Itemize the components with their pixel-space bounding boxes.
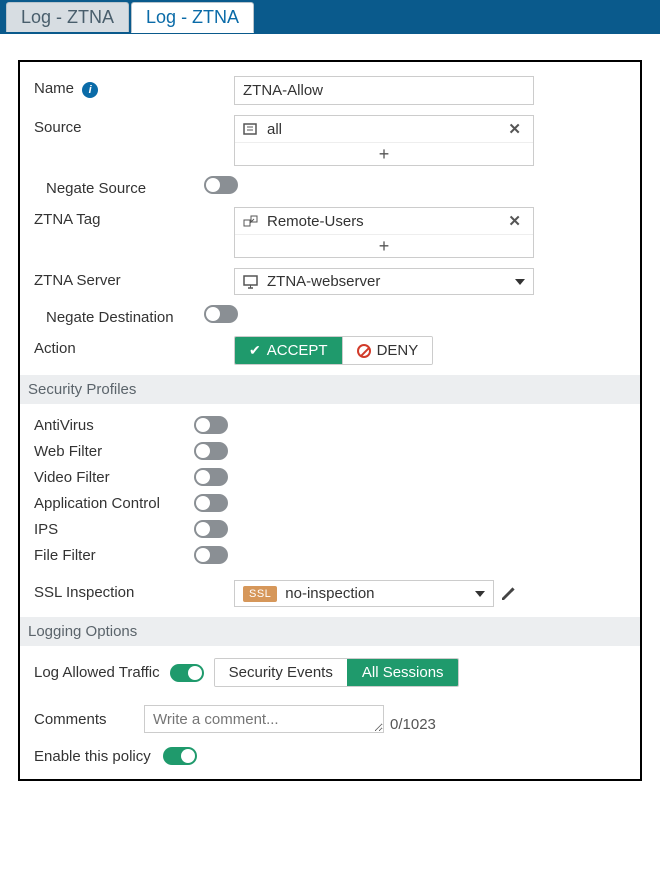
antivirus-label: AntiVirus (34, 417, 194, 434)
ztna-tag-chipbox[interactable]: Remote-Users ✕ + (234, 207, 534, 258)
tab-label: Log - ZTNA (21, 7, 114, 27)
webfilter-toggle[interactable] (194, 442, 228, 460)
log-allowed-toggle[interactable] (170, 664, 204, 682)
comments-input[interactable] (144, 705, 384, 733)
antivirus-toggle[interactable] (194, 416, 228, 434)
log-allowed-label: Log Allowed Traffic (34, 664, 160, 681)
add-ztna-tag-button[interactable]: + (235, 234, 533, 257)
ips-label: IPS (34, 521, 194, 538)
tab-bar: Log - ZTNA Log - ZTNA (0, 0, 660, 34)
log-all-sessions-button[interactable]: All Sessions (347, 659, 458, 686)
log-security-events-button[interactable]: Security Events (215, 659, 347, 686)
source-chipbox[interactable]: all ✕ + (234, 115, 534, 166)
ztna-server-select[interactable]: ZTNA-webserver (234, 268, 534, 295)
filefilter-toggle[interactable] (194, 546, 228, 564)
enable-policy-label: Enable this policy (34, 748, 151, 765)
ztna-server-label: ZTNA Server (34, 268, 234, 289)
policy-form-panel: Name i Source all ✕ + (18, 60, 642, 781)
filefilter-label: File Filter (34, 547, 194, 564)
group-icon (243, 214, 259, 228)
ztna-tag-label: ZTNA Tag (34, 207, 234, 228)
monitor-icon (243, 275, 259, 289)
action-accept-button[interactable]: ACCEPT (235, 337, 342, 364)
chevron-down-icon (515, 279, 525, 285)
log-mode-group: Security Events All Sessions (214, 658, 459, 687)
chevron-down-icon (475, 591, 485, 597)
action-label: Action (34, 336, 234, 357)
remove-chip-icon[interactable]: ✕ (504, 120, 525, 138)
source-label: Source (34, 115, 234, 136)
action-button-group: ACCEPT DENY (234, 336, 433, 365)
videofilter-toggle[interactable] (194, 468, 228, 486)
comments-label: Comments (34, 711, 144, 728)
negate-dest-toggle[interactable] (204, 305, 238, 323)
tab-label: Log - ZTNA (146, 7, 239, 27)
enable-policy-toggle[interactable] (163, 747, 197, 765)
ssl-inspection-label: SSL Inspection (34, 580, 234, 601)
tab-log-ztna-2[interactable]: Log - ZTNA (131, 2, 254, 33)
tab-log-ztna-1[interactable]: Log - ZTNA (6, 2, 129, 32)
negate-source-toggle[interactable] (204, 176, 238, 194)
appcontrol-label: Application Control (34, 495, 194, 512)
remove-chip-icon[interactable]: ✕ (504, 212, 525, 230)
add-source-button[interactable]: + (235, 142, 533, 165)
address-icon (243, 122, 259, 136)
ssl-inspection-select[interactable]: SSL no-inspection (234, 580, 494, 607)
deny-icon (357, 344, 371, 358)
name-input[interactable] (234, 76, 534, 105)
appcontrol-toggle[interactable] (194, 494, 228, 512)
source-chip: all ✕ (235, 116, 533, 142)
ips-toggle[interactable] (194, 520, 228, 538)
check-icon (249, 342, 261, 359)
name-label: Name i (34, 76, 234, 98)
ssl-badge-icon: SSL (243, 586, 277, 602)
logging-options-header: Logging Options (20, 617, 640, 646)
security-profiles-header: Security Profiles (20, 375, 640, 404)
webfilter-label: Web Filter (34, 443, 194, 460)
videofilter-label: Video Filter (34, 469, 194, 486)
ztna-server-value: ZTNA-webserver (267, 273, 380, 290)
comments-counter: 0/1023 (390, 716, 436, 733)
ztna-tag-chip: Remote-Users ✕ (235, 208, 533, 234)
action-deny-button[interactable]: DENY (342, 337, 433, 364)
ssl-inspection-value: no-inspection (285, 585, 374, 602)
ztna-tag-chip-text: Remote-Users (267, 213, 364, 230)
source-chip-text: all (267, 121, 282, 138)
info-icon[interactable]: i (82, 82, 98, 98)
edit-icon[interactable] (500, 586, 516, 602)
